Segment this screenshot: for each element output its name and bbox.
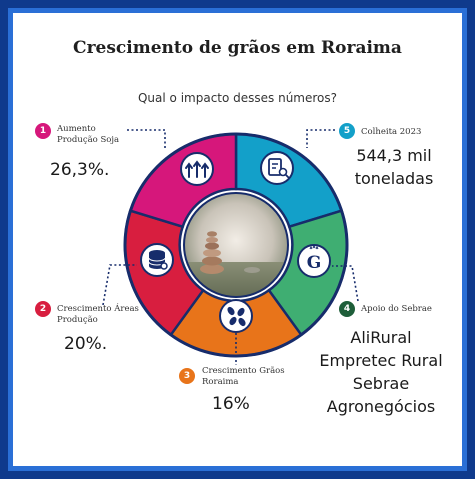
label-1-line1: Aumento xyxy=(57,124,96,134)
badge-2: 2 xyxy=(35,301,51,317)
database-icon xyxy=(140,243,174,277)
label-1-line2: Produção Soja xyxy=(57,135,120,145)
badge-5-number: 5 xyxy=(343,126,351,136)
value-colheita-line1: 544,3 mil xyxy=(356,146,432,165)
value-apoio-line1: AliRural xyxy=(350,328,412,347)
badge-1-number: 1 xyxy=(39,126,47,136)
value-crescimento-areas: 20%. xyxy=(64,334,108,354)
page-title: Crescimento de grãos em Roraima xyxy=(73,38,402,58)
value-aumento-soja: 26,3%. xyxy=(50,160,110,180)
label-2-line2: Produção xyxy=(57,315,98,325)
value-colheita-line2: toneladas xyxy=(354,169,434,188)
arrows-up-icon xyxy=(180,152,214,186)
label-crescimento-areas: Crescimento Áreas Produção xyxy=(57,304,147,326)
badge-1: 1 xyxy=(35,123,51,139)
google-g-icon: G xyxy=(297,244,331,278)
svg-text:G: G xyxy=(307,253,322,273)
label-colheita: Colheita 2023 xyxy=(361,127,422,137)
badge-4-number: 4 xyxy=(343,304,351,314)
document-search-icon xyxy=(260,151,294,185)
value-crescimento-graos: 16% xyxy=(212,394,250,414)
page-subtitle: Qual o impacto desses números? xyxy=(137,91,338,105)
value-apoio-line4: Agronegócios xyxy=(326,397,436,416)
badge-3-number: 3 xyxy=(183,371,191,381)
label-aumento-soja: Aumento Produção Soja xyxy=(57,124,127,146)
label-3-line1: Crescimento Grãos xyxy=(202,366,285,376)
label-2-line1: Crescimento Áreas xyxy=(57,304,139,314)
badge-2-number: 2 xyxy=(39,304,47,314)
value-apoio-line3: Sebrae xyxy=(352,374,410,393)
connector-lines xyxy=(102,129,359,365)
label-3-line2: Roraima xyxy=(202,377,239,387)
value-apoio-line2: Empretec Rural xyxy=(319,351,443,370)
label-crescimento-graos: Crescimento Grãos Roraima xyxy=(202,366,292,388)
seeds-icon xyxy=(219,299,253,333)
inner-frame: Crescimento de grãos em Roraima Qual o i… xyxy=(8,8,467,471)
badge-5: 5 xyxy=(339,123,355,139)
label-apoio-sebrae: Apoio do Sebrae xyxy=(361,304,432,314)
badge-3: 3 xyxy=(179,368,195,384)
value-colheita: 544,3 mil toneladas xyxy=(339,144,449,190)
badge-4: 4 xyxy=(339,301,355,317)
value-apoio-sebrae: AliRural Empretec Rural Sebrae Agronegóc… xyxy=(312,326,450,418)
